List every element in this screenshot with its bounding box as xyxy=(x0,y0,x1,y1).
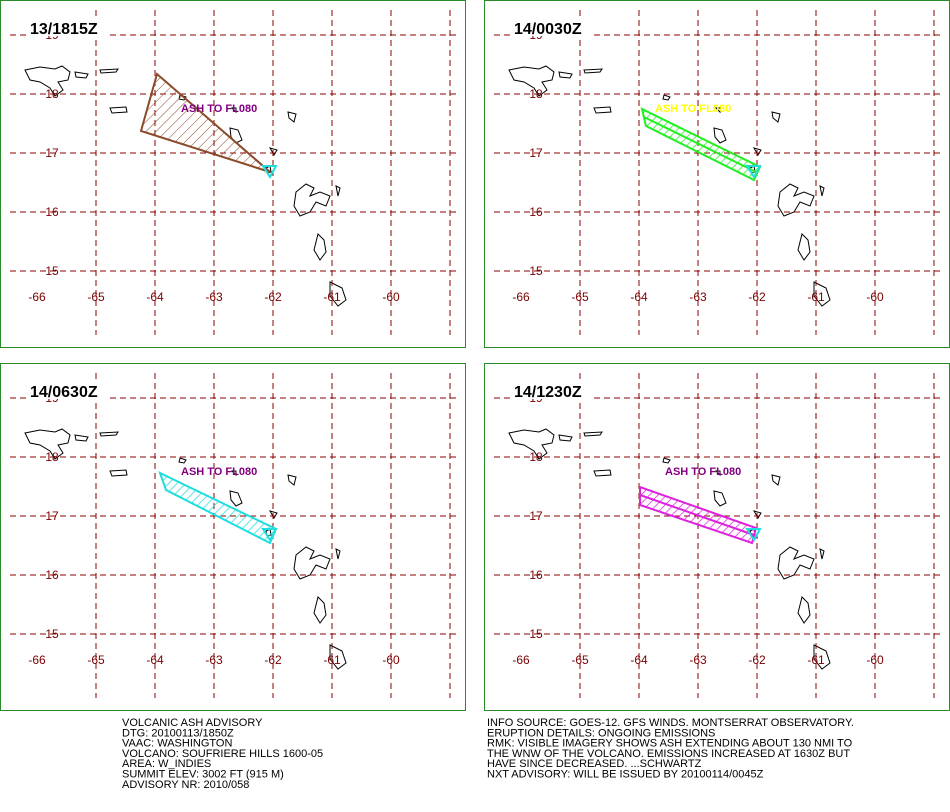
volcano-marker xyxy=(745,528,762,542)
panel-border xyxy=(484,363,950,711)
longitude-label: -65 xyxy=(571,290,589,304)
latitude-label: 16 xyxy=(45,568,59,582)
panel-border xyxy=(0,363,466,711)
latitude-label: 18 xyxy=(45,87,59,101)
latitude-label: 17 xyxy=(529,509,543,523)
volcano-marker xyxy=(745,165,762,179)
longitude-label: -66 xyxy=(28,653,46,667)
longitude-label: -65 xyxy=(87,290,105,304)
map-panel: -66-65-64-63-62-61-601918171615ASH TO FL… xyxy=(0,363,466,711)
map-panel: -66-65-64-63-62-61-601918171615ASH TO FL… xyxy=(484,0,950,348)
advisory-line: THE WNW OF THE VOLCANO. EMISSIONS INCREA… xyxy=(487,748,850,760)
longitude-label: -64 xyxy=(630,653,648,667)
longitude-label: -62 xyxy=(748,653,766,667)
panel-time: 14/1230Z xyxy=(514,384,582,401)
longitude-label: -63 xyxy=(205,653,223,667)
latitude-label: 17 xyxy=(45,146,59,160)
longitude-label: -61 xyxy=(323,290,341,304)
longitude-label: -62 xyxy=(264,290,282,304)
advisory-line: DTG: 20100113/1850Z xyxy=(122,727,234,739)
ash-level-label: ASH TO FL080 xyxy=(665,466,741,478)
advisory-line: NXT ADVISORY: WILL BE ISSUED BY 20100114… xyxy=(487,769,764,781)
advisory-line: ADVISORY NR: 2010/058 xyxy=(122,779,249,791)
longitude-label: -66 xyxy=(28,290,46,304)
latitude-label: 15 xyxy=(529,627,543,641)
ash-cloud xyxy=(158,471,278,545)
longitude-label: -61 xyxy=(807,653,825,667)
advisory-line: SUMMIT ELEV: 3002 FT (915 M) xyxy=(122,769,284,781)
panel-time: 14/0030Z xyxy=(514,21,582,38)
ash-cloud xyxy=(139,72,271,173)
longitude-label: -60 xyxy=(382,653,400,667)
ash-axis xyxy=(643,116,757,173)
longitude-label: -60 xyxy=(382,290,400,304)
longitude-label: -61 xyxy=(807,290,825,304)
ash-level-label: ASH TO FL080 xyxy=(655,103,731,115)
panel-border xyxy=(0,0,466,348)
advisory-line: VOLCANIC ASH ADVISORY xyxy=(122,717,263,729)
latitude-label: 18 xyxy=(529,450,543,464)
advisory-line: RMK: VISIBLE IMAGERY SHOWS ASH EXTENDING… xyxy=(487,738,853,750)
title-bg xyxy=(28,18,108,36)
longitude-label: -66 xyxy=(512,290,530,304)
longitude-label: -64 xyxy=(146,290,164,304)
longitude-label: -63 xyxy=(689,653,707,667)
panel-time: 14/0630Z xyxy=(30,384,98,401)
panel-time: 13/1815Z xyxy=(30,21,98,38)
panel-border xyxy=(484,0,950,348)
longitude-label: -60 xyxy=(866,290,884,304)
volcano-marker xyxy=(261,528,278,542)
map-panel: -66-65-64-63-62-61-601918171615ASH TO FL… xyxy=(0,0,466,348)
ash-level-label: ASH TO FL080 xyxy=(181,466,257,478)
longitude-label: -61 xyxy=(323,653,341,667)
map-panel: -66-65-64-63-62-61-601918171615ASH TO FL… xyxy=(484,363,950,711)
longitude-label: -66 xyxy=(512,653,530,667)
latitude-label: 16 xyxy=(529,205,543,219)
advisory-line: ERUPTION DETAILS: ONGOING EMISSIONS xyxy=(487,727,715,739)
latitude-label: 16 xyxy=(45,205,59,219)
ash-axis xyxy=(639,494,755,536)
latitude-label: 18 xyxy=(529,87,543,101)
title-bg xyxy=(512,18,592,36)
advisory-line: AREA: W_INDIES xyxy=(122,758,211,770)
latitude-label: 15 xyxy=(45,627,59,641)
longitude-label: -60 xyxy=(866,653,884,667)
longitude-label: -64 xyxy=(146,653,164,667)
ash-level-label: ASH TO FL080 xyxy=(181,103,257,115)
advisory-line: VOLCANO: SOUFRIERE HILLS 1600-05 xyxy=(122,748,323,760)
longitude-label: -64 xyxy=(630,290,648,304)
longitude-label: -63 xyxy=(689,290,707,304)
advisory-line: INFO SOURCE: GOES-12. GFS WINDS. MONTSER… xyxy=(487,717,854,729)
title-bg xyxy=(28,381,108,399)
advisory-line: HAVE SINCE DECREASED. ...SCHWARTZ xyxy=(487,758,702,770)
latitude-label: 15 xyxy=(529,264,543,278)
volcano-marker xyxy=(261,165,278,179)
longitude-label: -65 xyxy=(571,653,589,667)
longitude-label: -62 xyxy=(264,653,282,667)
latitude-label: 17 xyxy=(529,146,543,160)
latitude-label: 15 xyxy=(45,264,59,278)
longitude-label: -62 xyxy=(748,290,766,304)
latitude-label: 18 xyxy=(45,450,59,464)
longitude-label: -63 xyxy=(205,290,223,304)
title-bg xyxy=(512,381,592,399)
advisory-line: VAAC: WASHINGTON xyxy=(122,738,232,750)
longitude-label: -65 xyxy=(87,653,105,667)
latitude-label: 17 xyxy=(45,509,59,523)
latitude-label: 16 xyxy=(529,568,543,582)
